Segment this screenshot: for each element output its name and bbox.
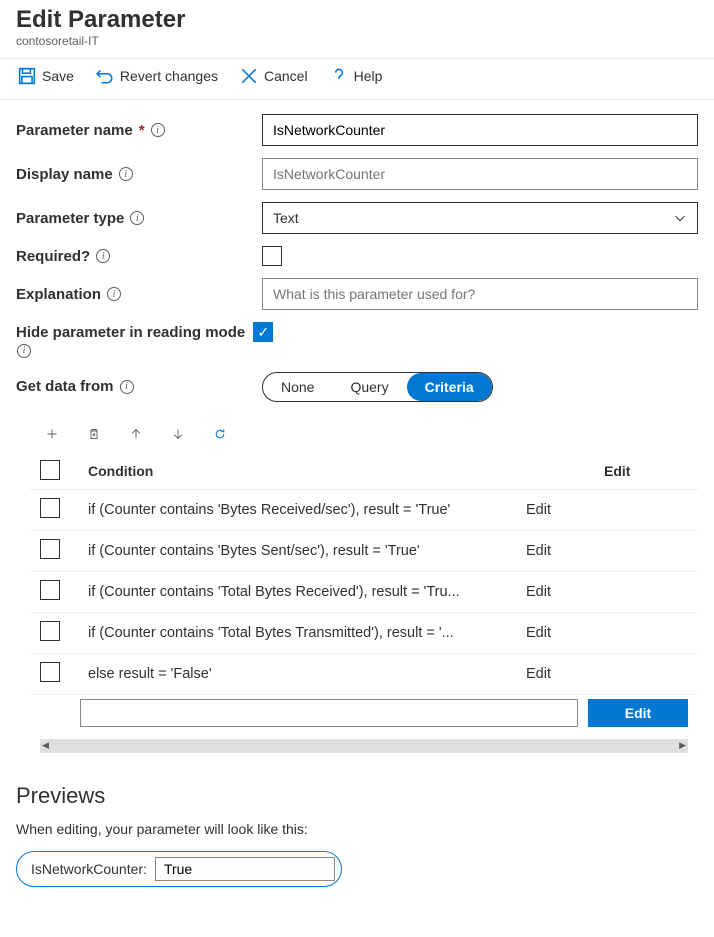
panel-header: Edit Parameter contosoretail-IT — [0, 0, 714, 59]
required-checkbox[interactable] — [262, 246, 282, 266]
criteria-table-header: Condition Edit — [30, 454, 698, 490]
row-checkbox[interactable] — [40, 662, 60, 682]
get-data-none[interactable]: None — [263, 373, 332, 401]
criteria-footer-input[interactable] — [80, 699, 578, 727]
info-icon[interactable]: i — [120, 380, 134, 394]
revert-button[interactable]: Revert changes — [94, 63, 220, 89]
move-up-button[interactable] — [124, 422, 148, 446]
preview-param-pill[interactable]: IsNetworkCounter: — [16, 851, 342, 887]
explanation-label: Explanation i — [16, 286, 262, 303]
param-type-select[interactable]: Text — [262, 202, 698, 234]
row-checkbox[interactable] — [40, 621, 60, 641]
hide-label: Hide parameter in reading mode — [16, 324, 245, 341]
info-icon[interactable]: i — [151, 123, 165, 137]
save-button[interactable]: Save — [16, 63, 76, 89]
refresh-button[interactable] — [208, 422, 232, 446]
row-edit-link[interactable]: Edit — [526, 543, 551, 559]
column-condition: Condition — [80, 463, 588, 479]
check-icon: ✓ — [257, 324, 269, 341]
trash-icon — [88, 428, 100, 440]
condition-text: if (Counter contains 'Bytes Sent/sec'), … — [80, 543, 510, 559]
arrow-up-icon — [130, 428, 142, 440]
condition-text: if (Counter contains 'Bytes Received/sec… — [80, 502, 510, 518]
param-name-label: Parameter name * i — [16, 122, 262, 139]
preview-label: IsNetworkCounter: — [31, 861, 147, 877]
criteria-footer: Edit — [30, 695, 698, 733]
cancel-button[interactable]: Cancel — [238, 63, 310, 89]
previews-description: When editing, your parameter will look l… — [16, 821, 698, 837]
info-icon[interactable]: i — [96, 249, 110, 263]
table-row: if (Counter contains 'Total Bytes Transm… — [30, 613, 698, 654]
row-checkbox[interactable] — [40, 498, 60, 518]
row-checkbox[interactable] — [40, 580, 60, 600]
previews-heading: Previews — [16, 783, 698, 809]
explanation-input[interactable] — [262, 278, 698, 310]
param-type-label: Parameter type i — [16, 210, 262, 227]
get-data-toggle: None Query Criteria — [262, 372, 493, 402]
table-row: else result = 'False' Edit — [30, 654, 698, 695]
column-edit: Edit — [588, 463, 688, 479]
plus-icon — [46, 428, 58, 440]
info-icon[interactable]: i — [17, 344, 31, 358]
undo-icon — [96, 67, 114, 85]
select-all-checkbox[interactable] — [40, 460, 60, 480]
arrow-down-icon — [172, 428, 184, 440]
close-icon — [240, 67, 258, 85]
row-edit-link[interactable]: Edit — [526, 584, 551, 600]
row-edit-link[interactable]: Edit — [526, 502, 551, 518]
hide-checkbox[interactable]: ✓ — [253, 322, 273, 342]
condition-text: if (Counter contains 'Total Bytes Transm… — [80, 625, 510, 641]
info-icon[interactable]: i — [119, 167, 133, 181]
display-name-input[interactable] — [262, 158, 698, 190]
scroll-left-icon: ◀ — [40, 740, 51, 751]
move-down-button[interactable] — [166, 422, 190, 446]
row-checkbox[interactable] — [40, 539, 60, 559]
preview-value-input[interactable] — [155, 857, 335, 881]
get-data-criteria[interactable]: Criteria — [407, 373, 492, 401]
info-icon[interactable]: i — [107, 287, 121, 301]
condition-text: else result = 'False' — [80, 666, 510, 682]
row-edit-link[interactable]: Edit — [526, 625, 551, 641]
table-row: if (Counter contains 'Total Bytes Receiv… — [30, 572, 698, 613]
save-icon — [18, 67, 36, 85]
table-row: if (Counter contains 'Bytes Received/sec… — [30, 490, 698, 531]
help-icon — [330, 67, 348, 85]
help-button[interactable]: Help — [328, 63, 385, 89]
display-name-label: Display name i — [16, 166, 262, 183]
condition-text: if (Counter contains 'Total Bytes Receiv… — [80, 584, 510, 600]
chevron-down-icon — [673, 211, 687, 225]
horizontal-scrollbar[interactable]: ◀ ▶ — [40, 739, 688, 753]
criteria-toolbar — [30, 418, 698, 454]
page-title: Edit Parameter — [16, 6, 698, 34]
row-edit-link[interactable]: Edit — [526, 666, 551, 682]
footer-edit-button[interactable]: Edit — [588, 699, 688, 727]
get-data-label: Get data from i — [16, 378, 262, 395]
table-row: if (Counter contains 'Bytes Sent/sec'), … — [30, 531, 698, 572]
get-data-query[interactable]: Query — [332, 373, 406, 401]
refresh-icon — [214, 428, 226, 440]
required-label: Required? i — [16, 248, 262, 265]
delete-button[interactable] — [82, 422, 106, 446]
command-bar: Save Revert changes Cancel Help — [0, 59, 714, 100]
info-icon[interactable]: i — [130, 211, 144, 225]
scroll-right-icon: ▶ — [677, 740, 688, 751]
add-button[interactable] — [40, 422, 64, 446]
param-name-input[interactable] — [262, 114, 698, 146]
page-subtitle: contosoretail-IT — [16, 34, 698, 48]
